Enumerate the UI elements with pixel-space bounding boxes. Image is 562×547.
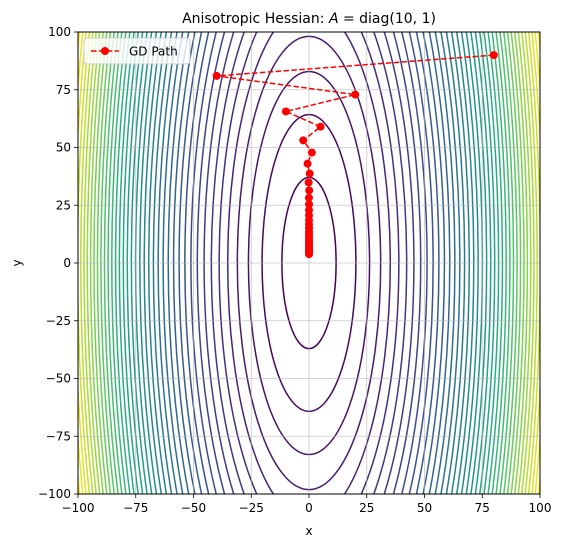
chart-title-equation: = diag(10, 1)	[339, 11, 436, 27]
y-tick-label: 50	[56, 141, 71, 155]
x-tick-label: 100	[529, 501, 552, 515]
gd-path-point	[304, 160, 312, 168]
legend: GD Path	[84, 38, 190, 64]
y-tick-label: −75	[46, 429, 71, 443]
chart-title-prefix: Anisotropic Hessian:	[182, 11, 329, 27]
y-tick-label: 100	[48, 25, 71, 39]
x-tick-label: −50	[181, 501, 206, 515]
y-tick-label: −100	[38, 487, 71, 501]
gd-path-point	[317, 123, 325, 131]
gd-path-point	[305, 178, 313, 186]
chart-title-math-var: A	[328, 11, 339, 27]
y-axis-label: y	[10, 259, 24, 266]
y-tick-label: 75	[56, 83, 71, 97]
y-tick-label: −25	[46, 314, 71, 328]
chart-title: Anisotropic Hessian: A = diag(10, 1)	[182, 11, 436, 27]
gd-path-point	[308, 149, 316, 157]
y-tick-label: 0	[63, 256, 71, 270]
x-axis-label: x	[305, 524, 312, 538]
x-tick-label: −100	[62, 501, 95, 515]
gd-path-point	[299, 136, 307, 144]
x-tick-label: −25	[239, 501, 264, 515]
gd-path-point	[305, 186, 313, 194]
gd-path-point	[282, 107, 290, 115]
legend-marker-swatch	[101, 47, 109, 55]
gd-path-point	[351, 91, 359, 99]
y-tick-label: −50	[46, 372, 71, 386]
gd-path-point	[305, 250, 313, 258]
gd-path-point	[490, 51, 498, 59]
x-tick-label: 50	[417, 501, 432, 515]
y-tick-label: 25	[56, 198, 71, 212]
x-tick-label: 75	[475, 501, 490, 515]
gd-path-point	[213, 72, 221, 80]
x-axis: −100 −75 −50 −25 0 25 50 75 100	[62, 494, 552, 515]
legend-entry-gd-path: GD Path	[129, 45, 178, 59]
gd-path-point	[306, 170, 314, 178]
x-tick-label: 25	[359, 501, 374, 515]
x-tick-label: 0	[305, 501, 313, 515]
y-axis: −100 −75 −50 −25 0 25 50 75 100	[38, 25, 78, 501]
x-tick-label: −75	[123, 501, 148, 515]
